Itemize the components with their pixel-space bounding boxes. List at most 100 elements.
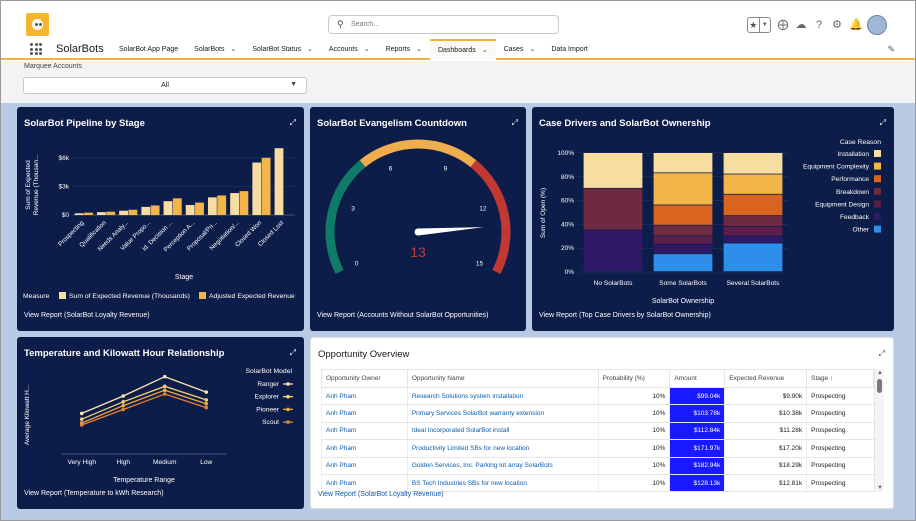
- countdown-title: SolarBot Evangelism Countdown: [317, 118, 467, 129]
- filter-select[interactable]: All ▼: [23, 77, 307, 94]
- chevron-down-icon[interactable]: ⌄: [230, 45, 237, 53]
- data-point: [162, 374, 167, 379]
- y-tick-label: 100%: [557, 150, 574, 157]
- bar-adjusted: [239, 191, 249, 215]
- y-tick-label: $3k: [59, 183, 70, 190]
- edit-nav-icon[interactable]: ✎: [887, 44, 895, 54]
- scroll-down-icon[interactable]: ▼: [877, 485, 883, 491]
- column-header[interactable]: Opportunity Name: [406, 369, 599, 388]
- column-header[interactable]: Probability (%): [597, 369, 671, 388]
- bar-expected: [207, 197, 217, 215]
- table-row: Anh Pham Golden Services, Inc. Parking lo…: [321, 457, 874, 475]
- nav-tab-accounts[interactable]: Accounts ⌄: [321, 39, 378, 60]
- table-row: Anh Pham Primary Services SolarBot warran…: [321, 404, 874, 423]
- legend-marker: [286, 382, 290, 386]
- table-row: Anh Pham Ideal Incorporated SolarBot inst…: [321, 422, 874, 441]
- temperature-report-link[interactable]: View Report (Temperature to kWh Research…: [24, 490, 164, 497]
- data-point: [121, 407, 126, 412]
- dashboard-filter: Marquee Accounts All ▼: [1, 61, 915, 103]
- app-launcher-icon[interactable]: [30, 43, 42, 55]
- drivers-report-link[interactable]: View Report (Top Case Drivers by SolarBo…: [539, 312, 711, 319]
- legend-label: Explorer: [254, 394, 279, 401]
- global-search-input[interactable]: ⚲ Search...: [328, 15, 559, 34]
- overview-report-link[interactable]: View Report (SolarBot Loyalty Revenue): [318, 491, 444, 498]
- expand-icon[interactable]: ⤢: [289, 348, 296, 357]
- column-header[interactable]: Amount: [669, 369, 726, 388]
- y-tick-label: 80%: [561, 174, 574, 181]
- add-icon[interactable]: ⨁: [777, 19, 789, 31]
- bar-adjusted: [150, 205, 160, 215]
- owner-link[interactable]: Anh Pham: [321, 474, 408, 492]
- chevron-down-icon[interactable]: ⌄: [307, 45, 313, 53]
- bar-segment: [723, 174, 783, 194]
- bell-icon[interactable]: 🔔: [849, 19, 863, 31]
- countdown-report-link[interactable]: View Report (Accounts Without SolarBot O…: [317, 312, 489, 319]
- bar-segment: [653, 225, 713, 236]
- owner-link[interactable]: Anh Pham: [321, 387, 408, 406]
- chevron-down-icon[interactable]: ▼: [758, 18, 771, 32]
- opportunity-link[interactable]: Productivity Limited SBs for new locatio…: [406, 439, 599, 458]
- cloud-icon[interactable]: ☁: [795, 19, 807, 31]
- owner-link[interactable]: Anh Pham: [321, 404, 408, 423]
- nav-tab-solarbots[interactable]: SolarBots ⌄: [186, 39, 244, 60]
- nav-tab-label: Dashboards: [437, 46, 476, 54]
- owner-link[interactable]: Anh Pham: [321, 422, 408, 441]
- nav-tab-data-import[interactable]: Data Import: [543, 39, 596, 60]
- owner-link[interactable]: Anh Pham: [321, 439, 408, 458]
- drivers-chart: 0% 20% 40% 60% 80% 100% No SolarBots Some Solar…: [540, 139, 881, 305]
- bar-segment: [583, 153, 643, 188]
- expected-revenue-cell: $18.29k: [724, 457, 807, 475]
- gauge-tick-label: 15: [476, 260, 484, 267]
- overview-card: Opportunity Overview ⤢ Opportunity Owner…: [310, 337, 894, 509]
- chevron-down-icon[interactable]: ⌄: [529, 45, 536, 53]
- chevron-down-icon[interactable]: ⌄: [363, 45, 370, 53]
- expected-revenue-cell: $10.38k: [724, 404, 807, 423]
- scrollbar-thumb[interactable]: [877, 379, 882, 393]
- app-logo[interactable]: [26, 13, 49, 36]
- opportunity-link[interactable]: Research Solutions system installation: [406, 387, 599, 406]
- scroll-up-icon[interactable]: ▲: [877, 370, 883, 376]
- y-axis-title: Average Kilowatt H...: [24, 385, 31, 446]
- opportunity-link[interactable]: Ideal Incorporated SolarBot install: [406, 422, 599, 441]
- column-header[interactable]: Stage ↑: [806, 369, 874, 388]
- opportunity-link[interactable]: Golden Services, Inc. Parking lot array …: [406, 457, 599, 475]
- gear-icon[interactable]: ⚙: [832, 19, 842, 31]
- opportunity-link[interactable]: Primary Services SolarBot warranty exten…: [406, 404, 599, 423]
- favorites-button[interactable]: ★ ▼: [747, 17, 771, 33]
- column-header[interactable]: Expected Revenue: [724, 369, 808, 388]
- gauge-tick-label: 6: [389, 166, 393, 173]
- gauge-tick-label: 9: [444, 166, 448, 173]
- owner-link[interactable]: Anh Pham: [321, 457, 408, 475]
- chevron-down-icon[interactable]: ⌄: [416, 45, 422, 53]
- pipeline-report-link[interactable]: View Report (SolarBot Loyalty Revenue): [24, 312, 150, 319]
- pipeline-card: $0 $3k $6k Prospecting Qualification Needs An…: [17, 107, 304, 331]
- legend-label: Other: [853, 227, 870, 234]
- expand-icon[interactable]: ⤢: [879, 118, 886, 127]
- nav-tab-reports[interactable]: Reports ⌄: [378, 39, 430, 60]
- gauge-tick-label: 3: [351, 206, 355, 213]
- column-header[interactable]: Opportunity Owner: [321, 369, 408, 388]
- probability-cell: 10%: [597, 474, 670, 492]
- expand-icon[interactable]: ⤢: [878, 349, 885, 358]
- stage-cell: Prospecting: [806, 422, 874, 441]
- bar-segment: [723, 194, 783, 216]
- chevron-down-icon: ▼: [290, 81, 297, 88]
- stage-cell: Prospecting: [806, 439, 874, 458]
- nav-tab-solarbot-status[interactable]: SolarBot Status ⌄: [244, 39, 321, 60]
- bar-segment: [723, 226, 783, 236]
- opportunity-link[interactable]: BS Tech Industries SBs for new location: [406, 474, 599, 492]
- amount-cell: $103.78k: [669, 404, 725, 423]
- overview-title: Opportunity Overview: [318, 349, 410, 360]
- table-scrollbar[interactable]: ▲ ▼: [874, 369, 884, 492]
- bar-segment: [723, 243, 783, 272]
- expand-icon[interactable]: ⤢: [511, 118, 518, 127]
- avatar[interactable]: [867, 15, 887, 35]
- chevron-down-icon[interactable]: ⌄: [481, 46, 488, 54]
- nav-tab-cases[interactable]: Cases ⌄: [496, 39, 544, 60]
- nav-tab-solarbot-app-page[interactable]: SolarBot App Page: [111, 39, 186, 60]
- expand-icon[interactable]: ⤢: [289, 118, 296, 127]
- gauge-tick-label: 12: [479, 206, 487, 213]
- help-icon[interactable]: ?: [815, 19, 823, 31]
- x-tick-label: Low: [200, 459, 212, 466]
- nav-tab-dashboards[interactable]: Dashboards ⌄: [429, 39, 496, 60]
